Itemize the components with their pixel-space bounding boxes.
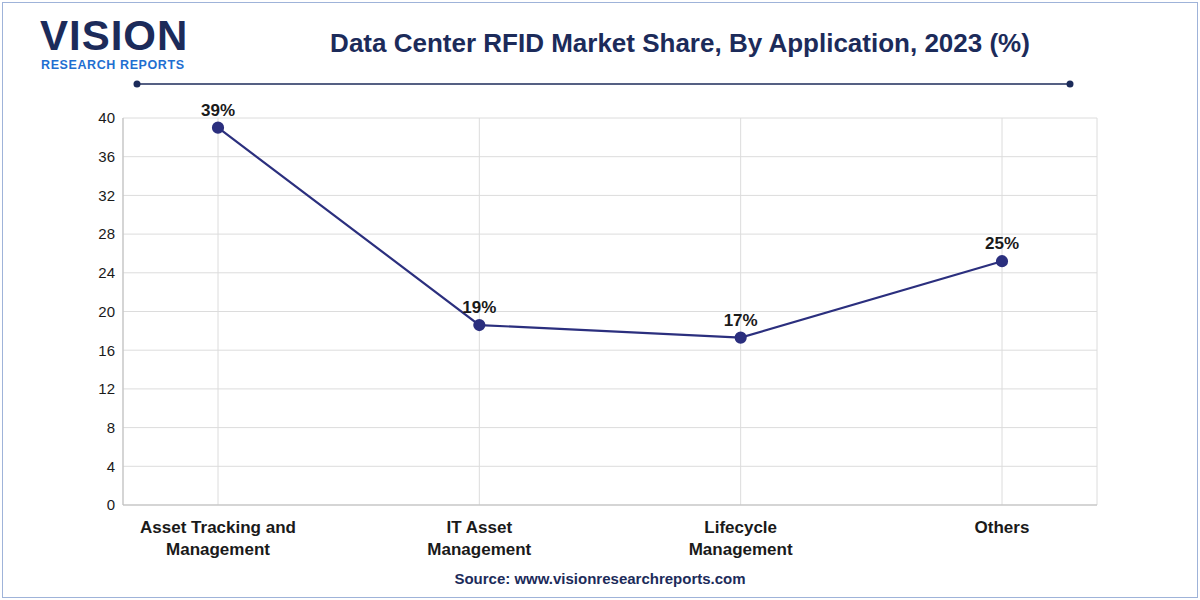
html-text:Source: www.visionresearchrepo: Source: www.visionresearchreports.com (454, 570, 746, 587)
svg-text:17%: 17% (724, 311, 758, 330)
svg-text:39%: 39% (201, 101, 235, 120)
svg-text:19%: 19% (462, 298, 496, 317)
svg-text:28: 28 (98, 225, 115, 242)
svg-text:16: 16 (98, 342, 115, 359)
svg-text:0: 0 (107, 496, 115, 513)
html-text:Data Center RFID Market Share,: Data Center RFID Market Share, By Applic… (330, 28, 1030, 58)
svg-text:25%: 25% (985, 234, 1019, 253)
svg-text:LifecycleManagement: LifecycleManagement (689, 518, 793, 559)
svg-text:IT AssetManagement: IT AssetManagement (427, 518, 531, 559)
svg-text:Others: Others (975, 518, 1030, 537)
svg-text:32: 32 (98, 187, 115, 204)
svg-text:24: 24 (98, 264, 115, 281)
svg-text:8: 8 (107, 419, 115, 436)
svg-text:36: 36 (98, 148, 115, 165)
svg-text:4: 4 (107, 458, 115, 475)
svg-text:20: 20 (98, 303, 115, 320)
html-text:RESEARCH REPORTS: RESEARCH REPORTS (41, 58, 185, 72)
html-text:VISION: VISION (40, 12, 189, 59)
svg-text:40: 40 (98, 109, 115, 126)
svg-text:12: 12 (98, 380, 115, 397)
svg-text:Asset Tracking andManagement: Asset Tracking andManagement (140, 518, 296, 559)
